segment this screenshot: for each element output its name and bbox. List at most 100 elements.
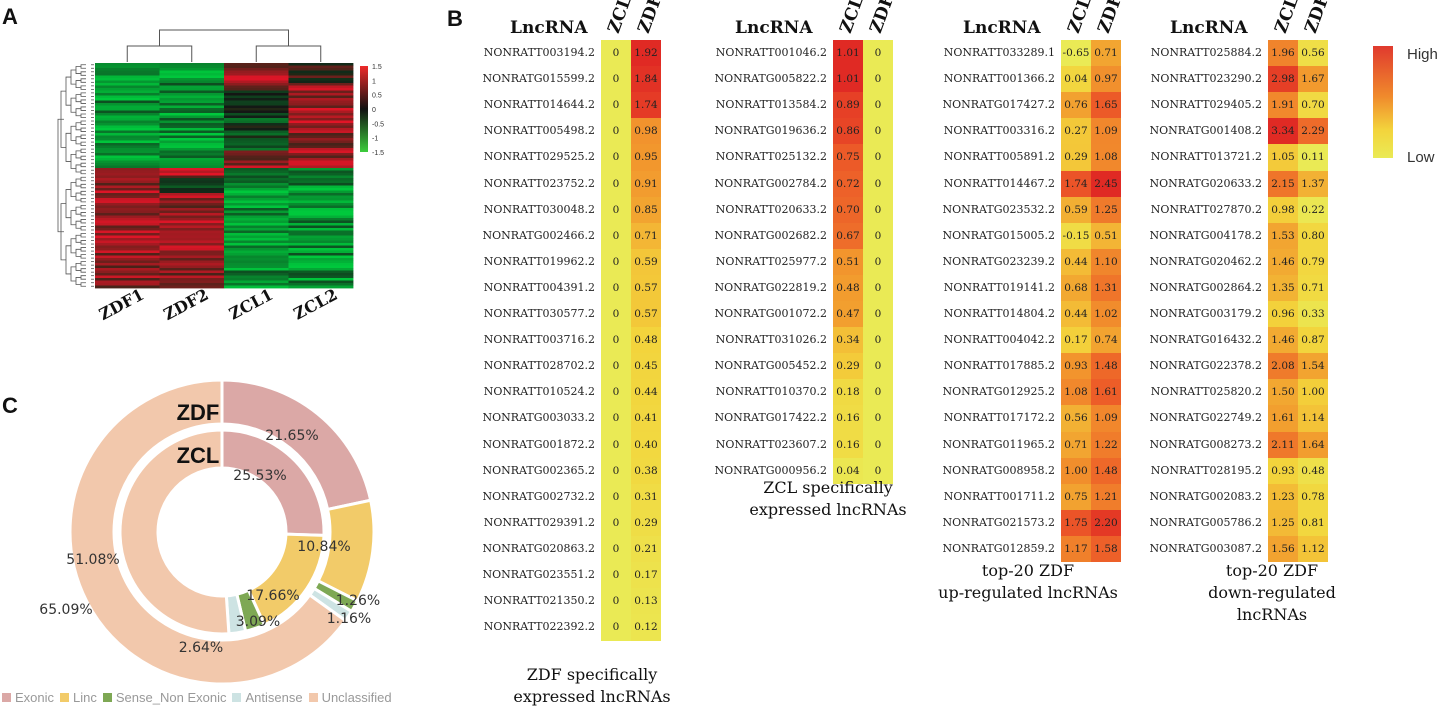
lncrna-id: NONRATT030577.2 <box>483 307 595 320</box>
heatmap-cell <box>95 175 160 179</box>
lncrna-id: NONRATG015599.2 <box>482 72 595 86</box>
heatmap-cell <box>95 220 160 224</box>
heatmap-cell <box>95 68 160 71</box>
heatmap-cell <box>159 243 225 246</box>
heatmap-cell <box>159 238 225 241</box>
dendro-branch <box>80 261 86 266</box>
lncrna-id: NONRATG001872.2 <box>482 437 595 451</box>
lncrna-id: NONRATT029525.2 <box>483 150 595 164</box>
heatmap-cell <box>224 203 289 206</box>
lncrna-id: NONRATG020462.2 <box>1149 254 1262 268</box>
heatmap-cell <box>95 183 160 186</box>
heatmap-cell <box>95 150 160 154</box>
dendro-branch <box>70 182 76 197</box>
lncrna-id: NONRATT003316.2 <box>943 124 1055 138</box>
lncrna-id: NONRATG001072.2 <box>714 307 827 320</box>
heatmap-cell <box>288 113 354 116</box>
lncrna-id: NONRATT025884.2 <box>1150 46 1262 59</box>
expression-cell: 0 <box>601 66 631 93</box>
lncrna-id: NONRATG002466.2 <box>482 228 595 242</box>
heatmap-cell <box>288 73 354 76</box>
expression-cell: 0 <box>601 40 631 67</box>
expression-cell: 1.84 <box>631 66 661 93</box>
heatmap-cell <box>95 88 160 91</box>
heatmap-cell <box>95 145 160 149</box>
dendro-branch <box>80 162 86 168</box>
expression-cell: 1.91 <box>1268 92 1298 119</box>
expression-cell: 0.17 <box>631 562 661 589</box>
heatmap-cell <box>224 268 289 271</box>
lncrna-id: NONRATG005786.2 <box>1149 515 1262 529</box>
heatmap-cell <box>159 85 225 89</box>
heatmap-cell <box>288 258 354 261</box>
dendro-branch <box>75 262 81 271</box>
expression-cell: 0.44 <box>1061 301 1091 328</box>
lncrna-id: NONRATT028195.2 <box>1150 463 1262 477</box>
expression-cell: 0.04 <box>833 457 863 485</box>
heatmap-cell <box>159 268 225 271</box>
heatmap-cell <box>288 103 354 106</box>
heatmap-cell <box>224 125 289 129</box>
heatmap-cell <box>288 200 354 204</box>
expression-cell: 1.50 <box>1268 379 1298 406</box>
expression-cell: 0 <box>601 196 631 224</box>
heatmap-cell <box>95 285 160 289</box>
expression-cell: 0.93 <box>1061 353 1091 380</box>
heatmap-cell <box>95 63 160 66</box>
expression-cell: 0 <box>601 457 631 485</box>
heatmap-cell <box>224 148 289 151</box>
dendro-branch <box>80 120 86 125</box>
expression-cell: 0 <box>863 66 893 93</box>
heatmap-cell <box>288 153 354 156</box>
heatmap-cell <box>288 125 354 129</box>
heatmap-scale-tick: -1.5 <box>372 150 384 157</box>
dendro-branch <box>80 197 86 203</box>
heatmap-cell <box>224 75 289 79</box>
heatmap-cell <box>159 93 225 96</box>
heatmap-cell <box>224 100 289 104</box>
expression-cell: 3.34 <box>1268 118 1298 145</box>
heatmap-cell <box>159 228 225 231</box>
lncrna-id: NONRATT014644.2 <box>483 98 595 112</box>
heatmap-cell <box>288 265 354 269</box>
lncrna-id: NONRATT010524.2 <box>483 385 595 399</box>
heatmap-cell <box>288 198 354 201</box>
dendro-branch <box>75 164 81 173</box>
heatmap-cell <box>95 188 160 191</box>
heatmap-cell <box>159 118 225 121</box>
heatmap-cell <box>95 170 160 174</box>
heatmap-cell <box>288 215 354 219</box>
legend-item: Antisense <box>232 690 303 705</box>
legend-item: Linc <box>60 690 97 705</box>
heatmap-cell <box>288 253 354 256</box>
heatmap-cell <box>95 133 160 136</box>
heatmap-cell <box>288 233 354 236</box>
dendro-branch <box>80 233 86 238</box>
heatmap-cell <box>159 265 225 269</box>
heatmap-cell <box>159 123 225 126</box>
heatmap-cell <box>95 153 160 156</box>
heatmap-cell <box>288 120 354 124</box>
table-column-header: ZCL <box>836 0 868 36</box>
expression-cell: 0.71 <box>631 222 661 250</box>
expression-cell: 1.65 <box>1091 92 1121 119</box>
expression-cell: 1.08 <box>1061 379 1091 406</box>
heatmap-cell <box>159 173 225 176</box>
heatmap-cell <box>95 243 160 246</box>
dendro-branch <box>80 148 86 154</box>
heatmap-cell <box>159 70 225 74</box>
lncrna-id: NONRATT004042.2 <box>943 333 1055 347</box>
heatmap-cell <box>159 105 225 109</box>
heatmap-cell <box>159 230 225 234</box>
table-caption-line: top-20 ZDF <box>981 561 1075 580</box>
heatmap-cell <box>95 193 160 196</box>
table-column-header: ZCL <box>604 0 636 36</box>
heatmap-cell <box>95 225 160 229</box>
heatmap-cell <box>95 93 160 96</box>
expression-cell: 1.46 <box>1268 327 1298 354</box>
heatmap-cell <box>224 238 289 241</box>
table-column-header: ZCL <box>1064 0 1096 36</box>
heatmap-cell <box>159 138 225 141</box>
dendro-branch <box>70 69 76 85</box>
expression-cell: 1.01 <box>833 40 863 67</box>
